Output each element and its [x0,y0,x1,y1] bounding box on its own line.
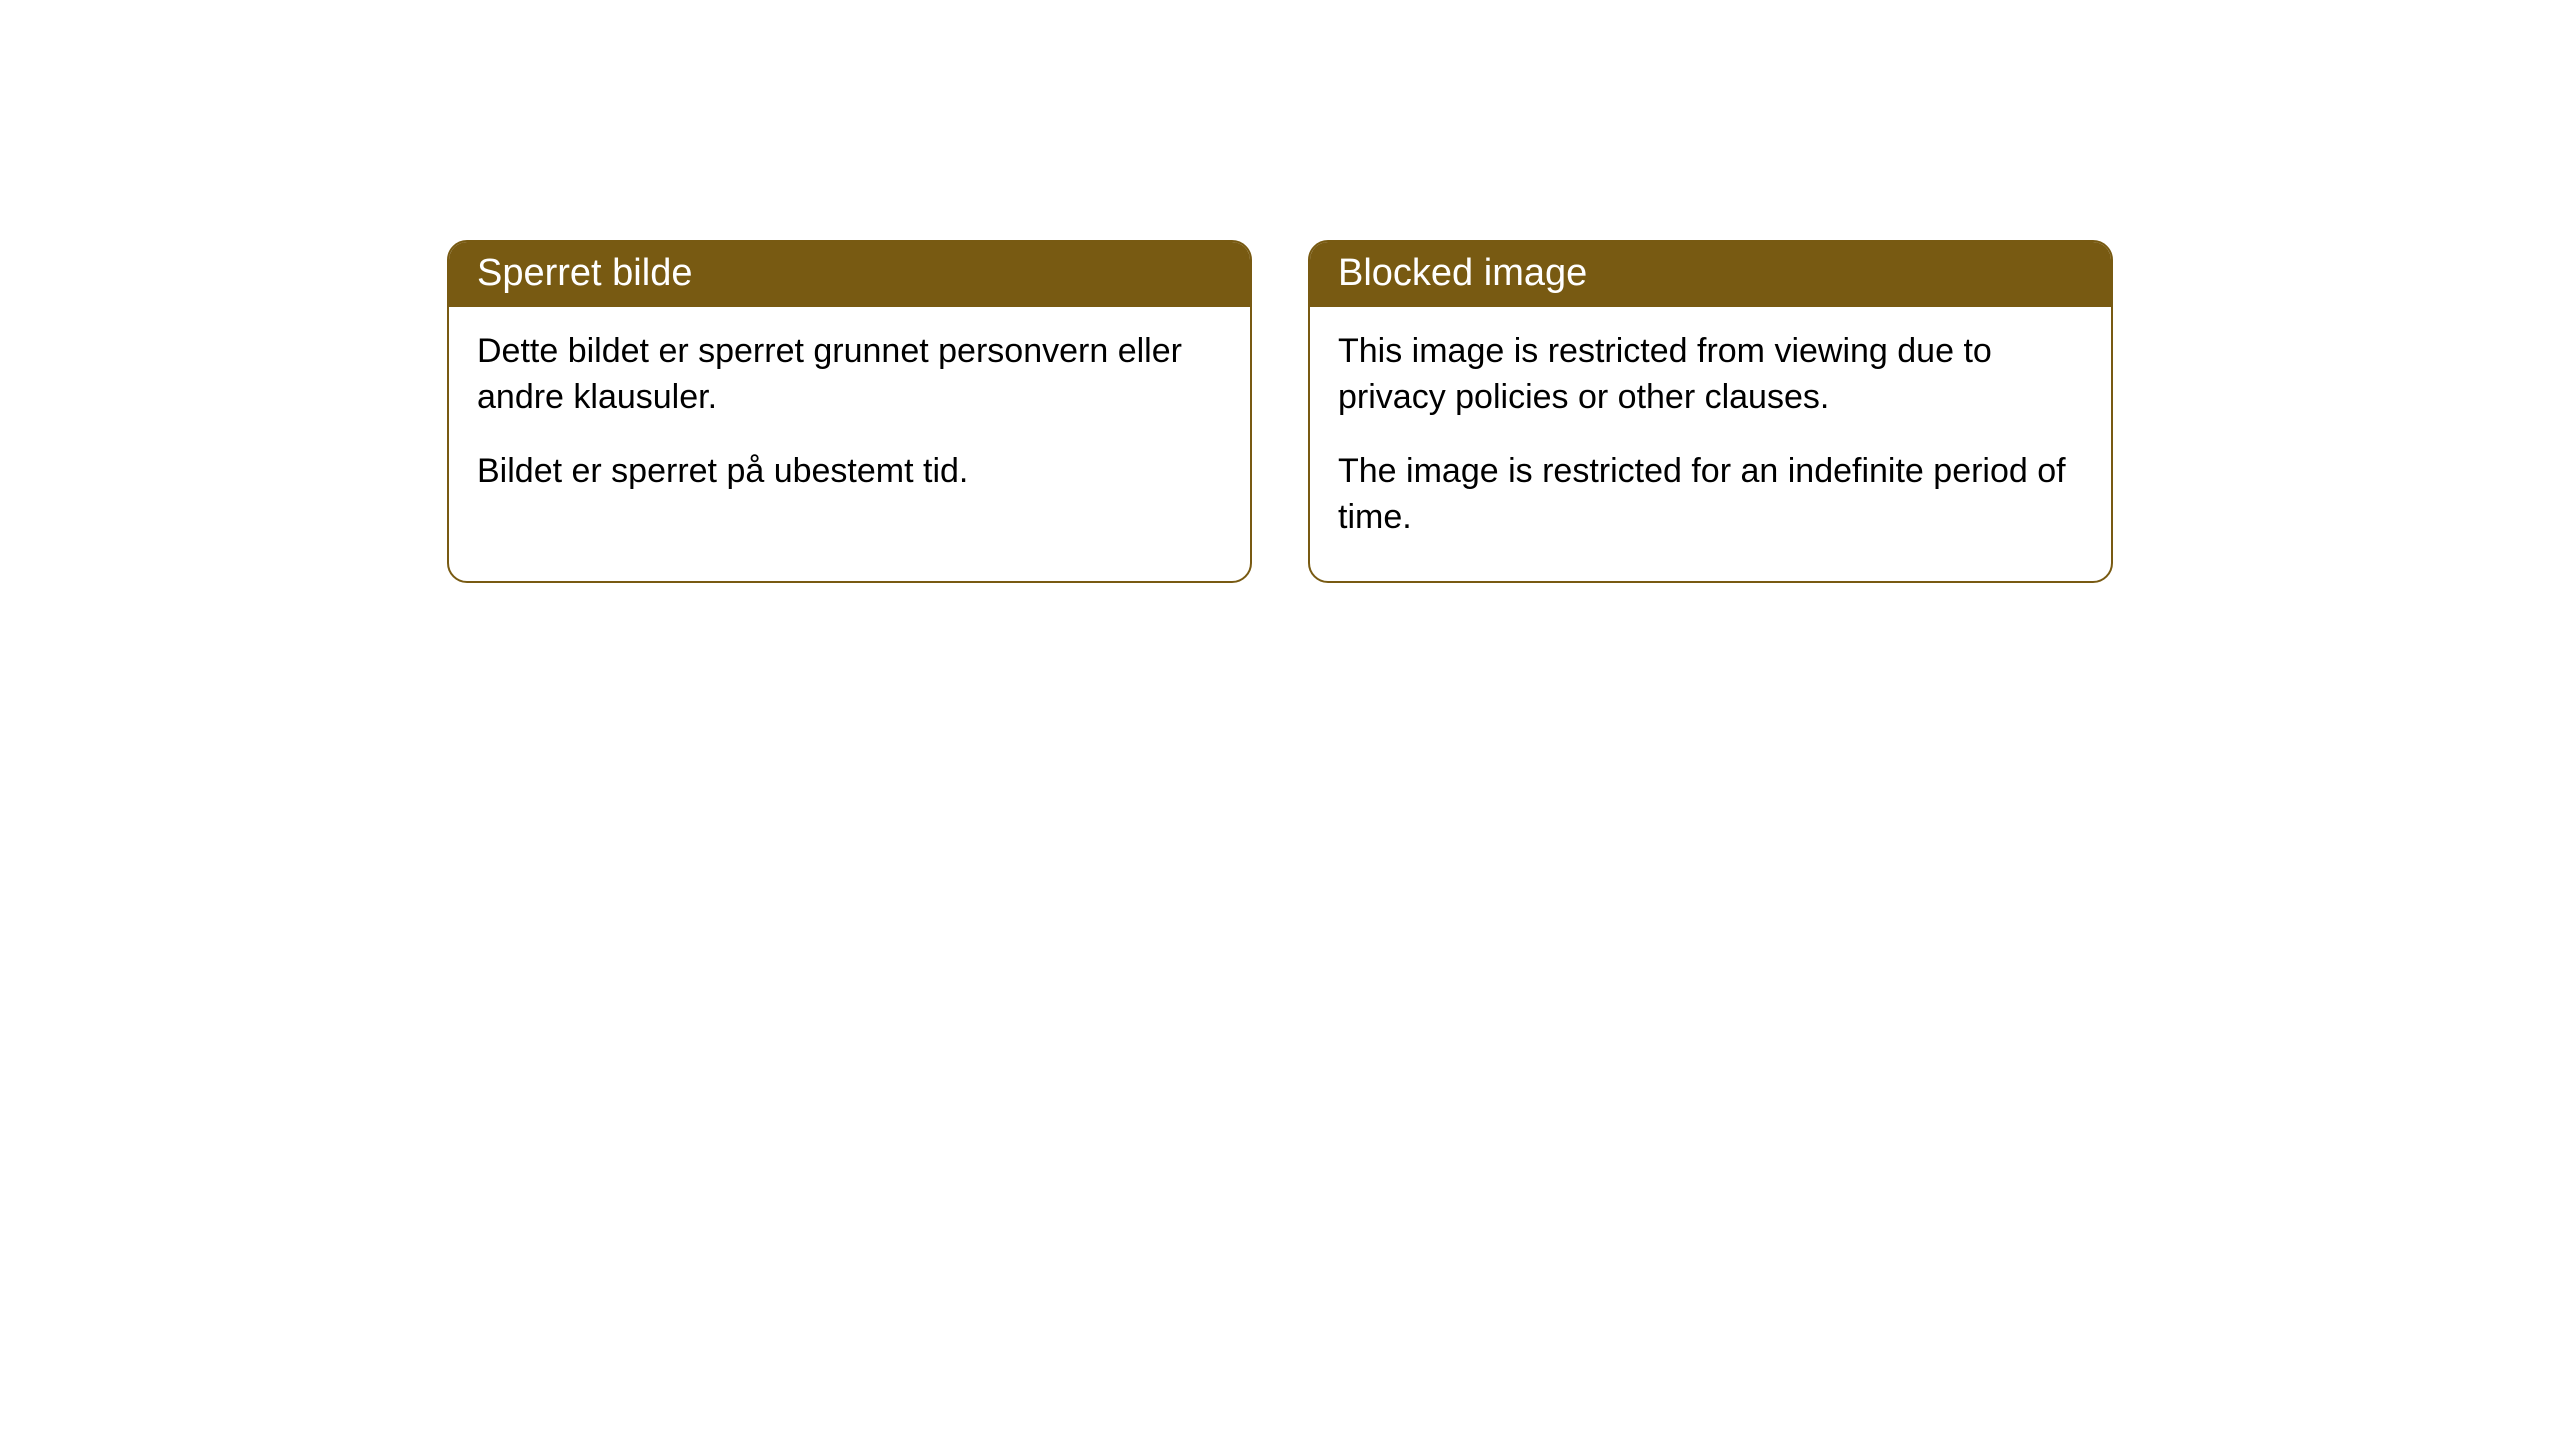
notice-body: Dette bildet er sperret grunnet personve… [449,307,1250,535]
notice-cards-container: Sperret bilde Dette bildet er sperret gr… [447,240,2113,583]
notice-card-norwegian: Sperret bilde Dette bildet er sperret gr… [447,240,1252,583]
notice-paragraph: Dette bildet er sperret grunnet personve… [477,329,1222,421]
notice-paragraph: This image is restricted from viewing du… [1338,329,2083,421]
notice-title: Blocked image [1310,242,2111,307]
notice-card-english: Blocked image This image is restricted f… [1308,240,2113,583]
notice-body: This image is restricted from viewing du… [1310,307,2111,581]
notice-paragraph: The image is restricted for an indefinit… [1338,449,2083,541]
notice-title: Sperret bilde [449,242,1250,307]
notice-paragraph: Bildet er sperret på ubestemt tid. [477,449,1222,495]
